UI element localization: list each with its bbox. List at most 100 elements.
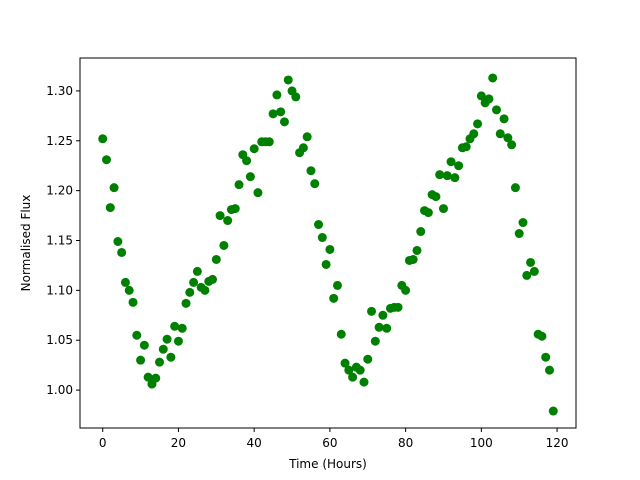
data-point bbox=[329, 293, 339, 303]
data-point bbox=[446, 157, 456, 167]
x-tick-label: 120 bbox=[546, 436, 569, 450]
data-point bbox=[454, 161, 464, 171]
data-point bbox=[321, 259, 331, 269]
data-point bbox=[120, 277, 130, 287]
data-point bbox=[367, 306, 377, 316]
data-point bbox=[355, 365, 365, 375]
data-point bbox=[166, 352, 176, 362]
x-tick-label: 40 bbox=[247, 436, 262, 450]
data-point bbox=[476, 91, 486, 101]
data-point bbox=[185, 287, 195, 297]
data-point bbox=[242, 156, 252, 166]
x-tick-label: 20 bbox=[171, 436, 186, 450]
data-point bbox=[484, 94, 494, 104]
data-point bbox=[291, 92, 301, 102]
y-axis-label: Normalised Flux bbox=[19, 195, 33, 292]
data-point bbox=[151, 373, 161, 383]
data-point bbox=[435, 170, 445, 180]
data-point bbox=[378, 310, 388, 320]
data-point bbox=[268, 109, 278, 119]
data-point bbox=[264, 137, 274, 147]
plot-frame bbox=[79, 57, 577, 429]
data-point bbox=[526, 257, 536, 267]
y-tick-label: 1.00 bbox=[46, 383, 73, 397]
data-point bbox=[336, 329, 346, 339]
data-point bbox=[215, 211, 225, 221]
data-point bbox=[234, 180, 244, 190]
data-point bbox=[469, 129, 479, 139]
data-point bbox=[507, 140, 517, 150]
data-point bbox=[306, 166, 316, 176]
data-point bbox=[298, 143, 308, 153]
data-point bbox=[370, 336, 380, 346]
data-point bbox=[503, 133, 513, 143]
data-point bbox=[488, 73, 498, 83]
data-point bbox=[272, 90, 282, 100]
data-point bbox=[491, 105, 501, 115]
data-point bbox=[529, 266, 539, 276]
x-axis-ticks: 0 20 40 60 80 100 120 bbox=[99, 428, 569, 450]
data-point bbox=[382, 323, 392, 333]
data-point bbox=[416, 227, 426, 237]
data-point bbox=[423, 208, 433, 218]
data-point bbox=[461, 142, 471, 152]
data-point bbox=[401, 285, 411, 295]
data-point bbox=[325, 244, 335, 254]
data-point bbox=[545, 365, 554, 375]
data-point bbox=[412, 245, 422, 255]
data-point bbox=[177, 323, 187, 333]
data-point bbox=[363, 354, 373, 364]
data-point bbox=[208, 274, 218, 284]
data-point bbox=[541, 352, 551, 362]
data-point bbox=[408, 254, 418, 264]
y-tick-label: 1.10 bbox=[46, 283, 73, 297]
data-point bbox=[537, 331, 547, 341]
data-point bbox=[317, 233, 327, 243]
data-point bbox=[136, 355, 146, 365]
data-point bbox=[431, 192, 441, 202]
x-axis-label: Time (Hours) bbox=[288, 457, 367, 471]
data-point bbox=[348, 372, 358, 382]
y-tick-label: 1.20 bbox=[46, 184, 73, 198]
data-point bbox=[98, 134, 108, 144]
data-point bbox=[438, 204, 448, 214]
data-point bbox=[253, 188, 263, 198]
data-point bbox=[522, 270, 532, 280]
data-point bbox=[283, 75, 293, 85]
data-point bbox=[514, 229, 524, 239]
data-point bbox=[192, 266, 202, 276]
x-tick-label: 100 bbox=[470, 436, 493, 450]
data-point bbox=[314, 220, 324, 230]
data-point bbox=[162, 334, 172, 344]
data-point bbox=[245, 172, 255, 182]
y-tick-label: 1.25 bbox=[46, 134, 73, 148]
data-point bbox=[518, 218, 528, 228]
data-point bbox=[473, 119, 483, 129]
data-point bbox=[181, 298, 191, 308]
data-points bbox=[98, 73, 558, 416]
data-point bbox=[139, 340, 149, 350]
data-point bbox=[450, 173, 460, 183]
data-point bbox=[495, 129, 505, 139]
data-point bbox=[211, 254, 221, 264]
data-point bbox=[124, 285, 134, 295]
data-point bbox=[200, 285, 210, 295]
data-point bbox=[510, 183, 520, 193]
data-point bbox=[132, 330, 142, 340]
y-tick-label: 1.15 bbox=[46, 234, 73, 248]
data-point bbox=[332, 280, 342, 290]
y-tick-label: 1.30 bbox=[46, 84, 73, 98]
data-point bbox=[230, 204, 240, 214]
data-point bbox=[310, 179, 320, 189]
data-point bbox=[499, 114, 509, 124]
data-point bbox=[548, 406, 558, 416]
data-point bbox=[276, 107, 286, 117]
data-point bbox=[393, 302, 403, 312]
data-point bbox=[158, 344, 168, 354]
data-point bbox=[113, 237, 123, 246]
data-point bbox=[155, 357, 165, 367]
data-point bbox=[143, 372, 153, 382]
data-point bbox=[302, 132, 312, 142]
y-tick-label: 1.05 bbox=[46, 333, 73, 347]
